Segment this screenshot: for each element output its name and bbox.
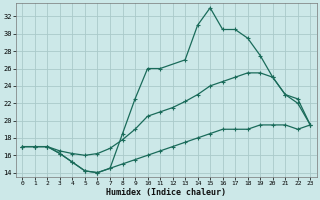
X-axis label: Humidex (Indice chaleur): Humidex (Indice chaleur) (106, 188, 226, 197)
